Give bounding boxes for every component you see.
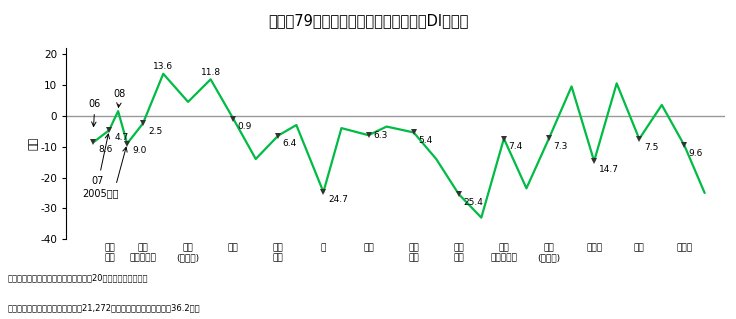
Text: 5.4: 5.4 [418,136,433,145]
Text: 24.7: 24.7 [328,196,348,204]
Text: 2005年度: 2005年度 [82,188,118,198]
Y-axis label: 指数: 指数 [29,137,39,150]
Text: 6.4: 6.4 [283,139,297,148]
Text: 注：スーパーＬ資金融資先のうち21,272を対象とした調査（回収率36.2％）: 注：スーパーＬ資金融資先のうち21,272を対象とした調査（回収率36.2％） [7,304,200,313]
Text: 25.4: 25.4 [463,197,483,207]
Text: 7.5: 7.5 [644,143,658,152]
Text: 0.9: 0.9 [238,122,252,131]
Text: 07: 07 [91,176,104,186]
Text: 08: 08 [113,89,126,107]
Text: 06: 06 [89,99,101,126]
Text: 資料：（株）日本政策金融公庫「平成20年度農業景況調査」: 資料：（株）日本政策金融公庫「平成20年度農業景況調査」 [7,273,148,282]
Text: 14.7: 14.7 [598,165,619,174]
Text: 11.8: 11.8 [200,68,221,77]
Text: 2.5: 2.5 [149,127,163,136]
Text: 7.3: 7.3 [553,142,568,151]
Text: 7.4: 7.4 [509,142,523,151]
Text: 6.3: 6.3 [373,131,387,140]
Text: 図３－79　営農類型別設備投資見込みDIの推移: 図３－79 営農類型別設備投資見込みDIの推移 [268,13,468,28]
Text: 4.7: 4.7 [115,133,129,142]
Text: 8.6: 8.6 [99,145,113,154]
Text: 13.6: 13.6 [153,62,173,71]
Text: 9.6: 9.6 [689,149,703,158]
Text: 9.0: 9.0 [132,146,147,155]
